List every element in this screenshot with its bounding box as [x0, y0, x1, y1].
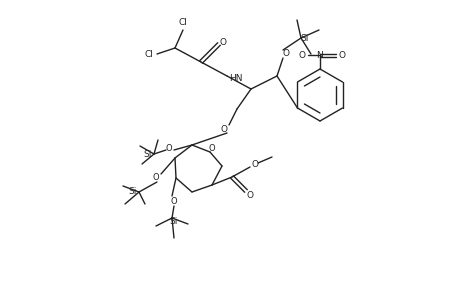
Text: O: O [246, 190, 253, 200]
Text: O: O [208, 143, 215, 152]
Text: O: O [220, 124, 227, 134]
Text: O: O [251, 160, 258, 169]
Text: O: O [338, 50, 345, 59]
Text: O: O [165, 143, 172, 152]
Text: O: O [170, 197, 177, 206]
Text: O: O [152, 173, 159, 182]
Text: O: O [298, 50, 305, 59]
Text: O: O [219, 38, 226, 46]
Text: Si: Si [129, 188, 137, 196]
Text: Si: Si [169, 218, 178, 226]
Text: Cl: Cl [178, 17, 187, 26]
Text: Si: Si [300, 34, 308, 43]
Text: O: O [282, 49, 289, 58]
Text: Si: Si [144, 149, 152, 158]
Text: HN: HN [229, 74, 242, 82]
Text: N: N [316, 50, 323, 59]
Text: Cl: Cl [144, 50, 153, 58]
